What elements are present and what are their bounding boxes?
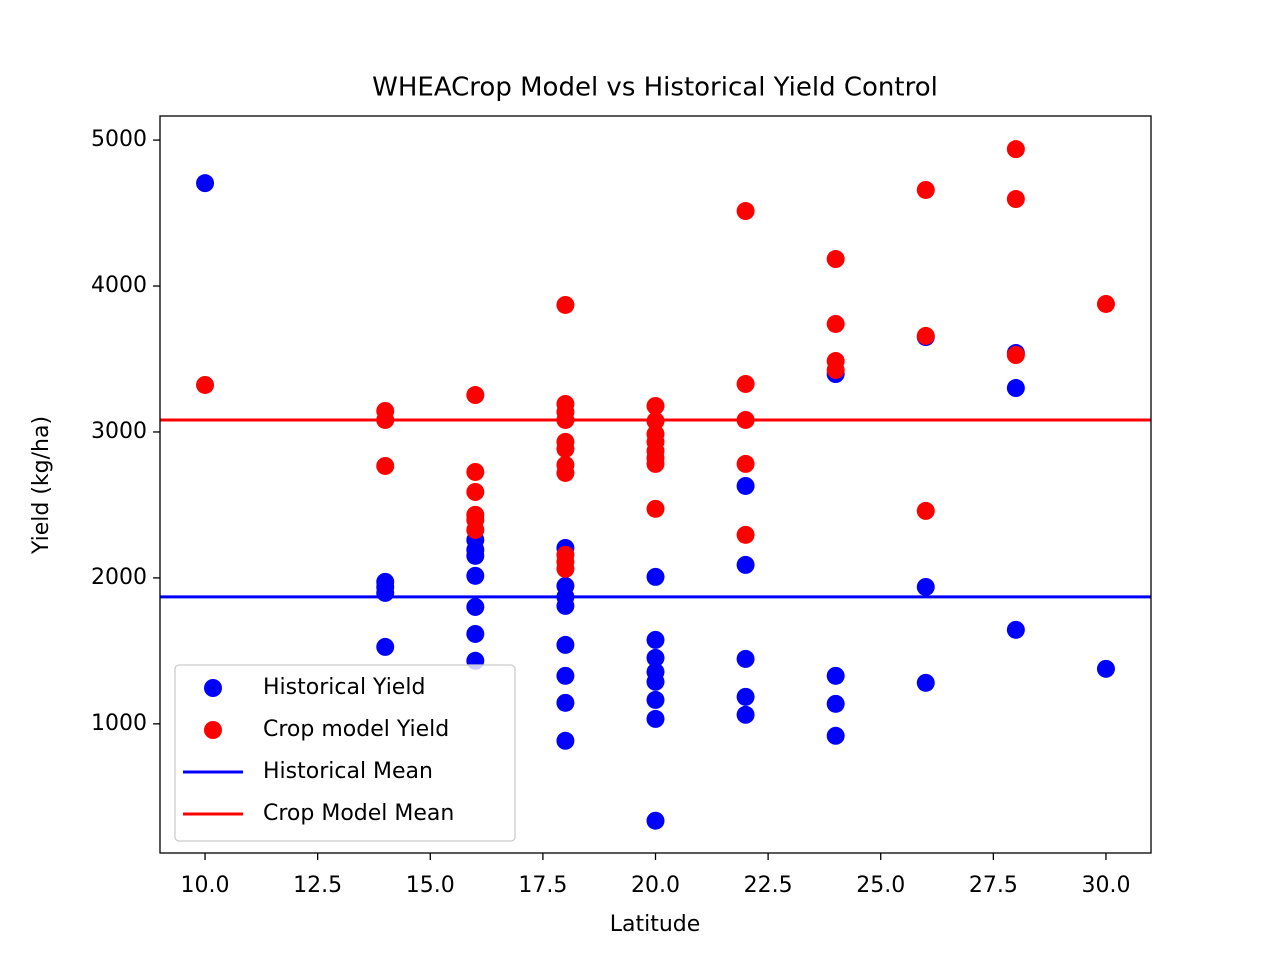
point [736,454,755,473]
legend-label: Crop model Yield [263,717,449,742]
legend-label: Historical Yield [263,675,425,700]
point [916,577,935,596]
point [556,439,575,458]
x-axis-label: Latitude [610,912,701,937]
point [556,693,575,712]
y-tick-label: 4000 [91,273,147,298]
point [916,180,935,199]
x-tick-label: 22.5 [744,873,793,898]
legend-label: Historical Mean [263,759,433,784]
x-tick-label: 17.5 [518,873,567,898]
point [556,559,575,578]
y-tick-label: 5000 [91,127,147,152]
legend-box [174,664,516,842]
point [646,396,665,415]
point [466,520,485,539]
point [736,202,755,221]
point [1096,294,1115,313]
point [646,811,665,830]
point [466,386,485,405]
point [736,687,755,706]
point [556,666,575,685]
point [1006,190,1025,209]
point [376,583,395,602]
point [916,501,935,520]
point [466,566,485,585]
point [1006,620,1025,639]
legend-marker [204,679,222,697]
point [646,567,665,586]
point [736,649,755,668]
point [466,546,485,565]
point [826,360,845,379]
point [736,555,755,574]
y-tick-label: 1000 [91,711,147,736]
y-tick-label: 2000 [91,565,147,590]
point [466,597,485,616]
point [646,672,665,691]
chart-title: WHEACrop Model vs Historical Yield Contr… [372,73,938,103]
point [1006,379,1025,398]
point [556,295,575,314]
point [736,525,755,544]
x-tick-label: 15.0 [406,873,455,898]
point [556,596,575,615]
point [376,637,395,656]
point [466,462,485,481]
x-tick-label: 12.5 [293,873,342,898]
point [646,648,665,667]
point [466,624,485,643]
legend-label: Crop Model Mean [263,801,454,826]
point [646,499,665,518]
y-axis-label: Yield (kg/ha) [29,416,54,555]
x-tick-label: 10.0 [181,873,230,898]
point [646,709,665,728]
point [826,694,845,713]
plot-frame [159,115,1152,854]
x-tick-label: 30.0 [1081,873,1130,898]
point [826,726,845,745]
point [916,673,935,692]
x-tick-label: 27.5 [969,873,1018,898]
point [556,731,575,750]
point [556,463,575,482]
point [736,374,755,393]
point [826,250,845,269]
y-tick-label: 3000 [91,419,147,444]
point [736,476,755,495]
point [1006,140,1025,159]
point [736,705,755,724]
point [1006,346,1025,365]
point [646,454,665,473]
point [646,690,665,709]
point [196,375,215,394]
point [646,630,665,649]
point [916,326,935,345]
point [556,635,575,654]
legend-marker [204,721,222,739]
x-tick-label: 20.0 [631,873,680,898]
point [1096,659,1115,678]
point [196,174,215,193]
point [826,666,845,685]
point [376,456,395,475]
x-tick-label: 25.0 [856,873,905,898]
point [466,482,485,501]
point [826,314,845,333]
